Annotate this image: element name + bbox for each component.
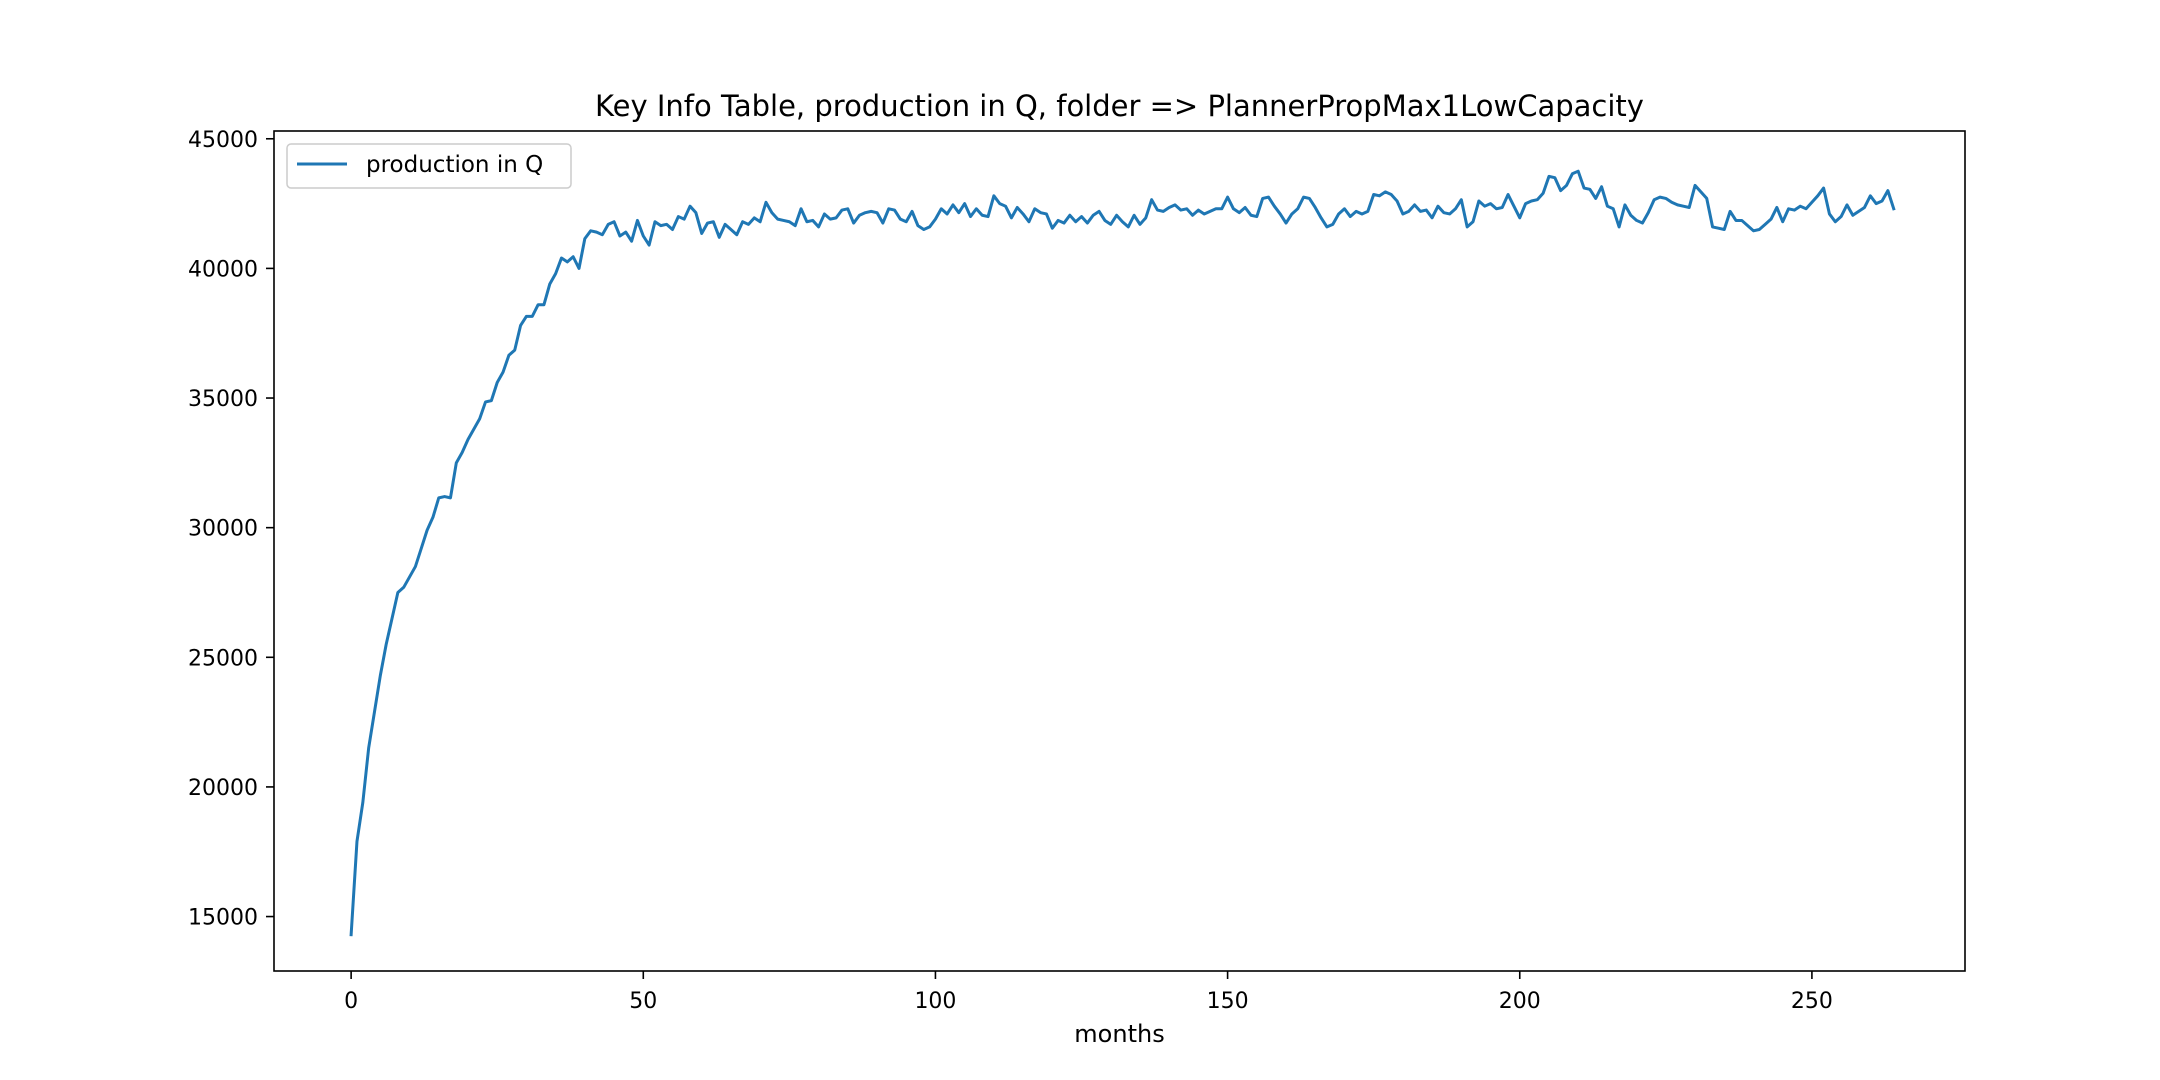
legend-box xyxy=(286,143,572,189)
x-axis: 0 50 100 150 200 250 xyxy=(344,971,1833,1014)
x-tick-label: 150 xyxy=(1207,989,1249,1014)
legend: production in Q xyxy=(286,143,572,189)
series-line-production-in-q xyxy=(349,169,1896,937)
chart-title: Key Info Table, production in Q, folder … xyxy=(595,89,1644,123)
y-tick-label: 45000 xyxy=(188,128,258,153)
plot-area xyxy=(273,130,1966,972)
x-tick-label: 50 xyxy=(629,989,657,1014)
y-tick-label: 40000 xyxy=(188,257,258,282)
y-tick-label: 15000 xyxy=(188,906,258,931)
y-tick-label: 25000 xyxy=(188,646,258,671)
y-tick-label: 20000 xyxy=(188,776,258,801)
y-axis: 15000 20000 25000 30000 35000 40000 45000 xyxy=(188,128,274,931)
y-tick-label: 30000 xyxy=(188,517,258,542)
x-tick-label: 250 xyxy=(1791,989,1833,1014)
x-axis-label: months xyxy=(1074,1020,1164,1048)
plot-frame xyxy=(273,130,1966,972)
x-tick-label: 200 xyxy=(1499,989,1541,1014)
x-tick-label: 100 xyxy=(914,989,956,1014)
x-tick-label: 0 xyxy=(344,989,358,1014)
y-tick-label: 35000 xyxy=(188,387,258,412)
legend-label-production-in-q: production in Q xyxy=(366,152,543,178)
